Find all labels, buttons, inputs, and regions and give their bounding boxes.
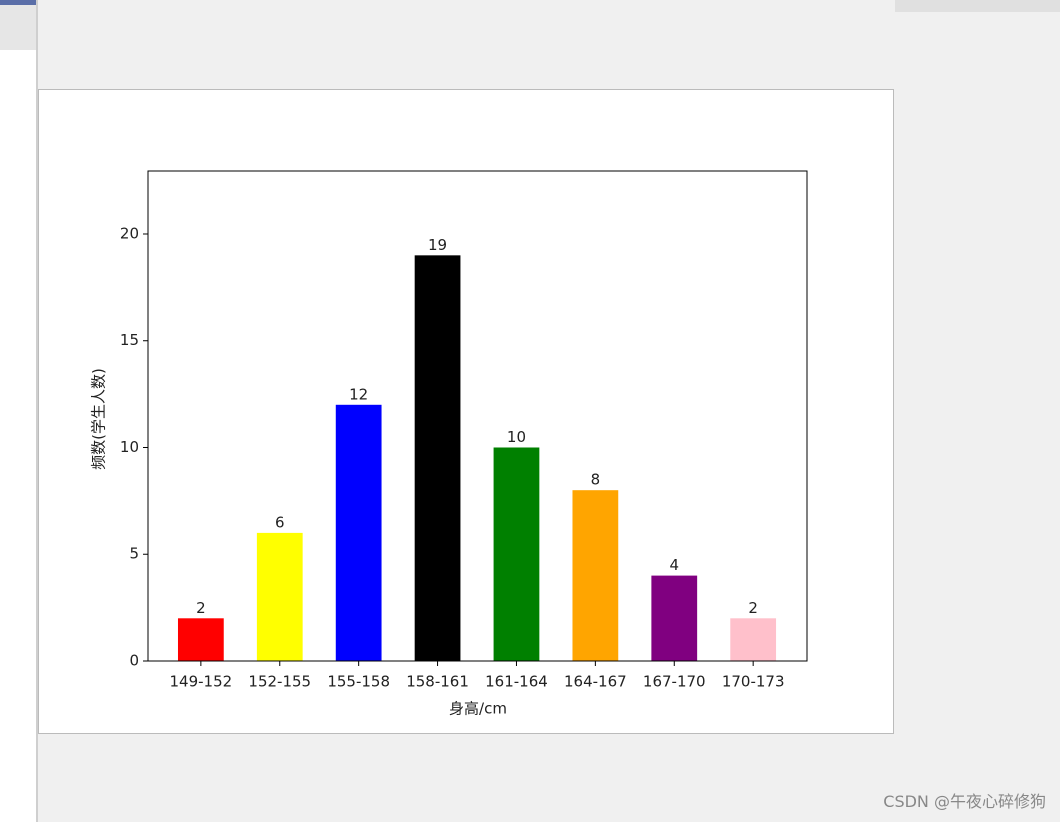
x-axis-label: 身高/cm [449, 700, 507, 718]
divider [36, 0, 38, 822]
y-tick-label: 5 [129, 545, 139, 563]
y-tick-label: 15 [120, 331, 139, 349]
bar [414, 255, 461, 661]
x-tick-label: 158-161 [406, 673, 469, 691]
y-tick-label: 10 [120, 438, 139, 456]
data-label: 6 [275, 513, 285, 531]
x-tick-label: 164-167 [564, 673, 627, 691]
watermark: CSDN @午夜心碎修狗 [883, 792, 1046, 811]
x-tick-label: 149-152 [170, 673, 233, 691]
data-label: 10 [507, 428, 526, 446]
bar [256, 532, 303, 661]
x-tick-label: 170-173 [722, 673, 785, 691]
data-label: 12 [349, 385, 368, 403]
y-axis-label: 频数(学生人数) [90, 368, 108, 470]
x-tick-label: 152-155 [248, 673, 311, 691]
data-label: 2 [196, 599, 206, 617]
data-label: 2 [748, 599, 758, 617]
bar [335, 404, 382, 661]
data-label: 8 [591, 471, 601, 489]
left-panel [0, 0, 36, 50]
bar [493, 447, 540, 661]
bar [177, 618, 224, 661]
y-tick-label: 0 [129, 652, 139, 670]
bar [651, 575, 698, 661]
x-tick-label: 167-170 [643, 673, 706, 691]
bar [730, 618, 777, 661]
data-label: 4 [669, 556, 679, 574]
data-label: 19 [428, 236, 447, 254]
left-tab [0, 0, 36, 5]
top-right-box [895, 0, 1060, 12]
chart: 频数(学生人数) 身高/cm 0 5 10 15 20 149-152 2 152-155 6 1… [38, 89, 894, 734]
left-pane-white [0, 50, 36, 822]
axes-frame [147, 170, 808, 662]
x-tick-label: 155-158 [327, 673, 390, 691]
y-tick-label: 20 [120, 224, 139, 242]
bar [572, 490, 619, 661]
x-tick-label: 161-164 [485, 673, 548, 691]
